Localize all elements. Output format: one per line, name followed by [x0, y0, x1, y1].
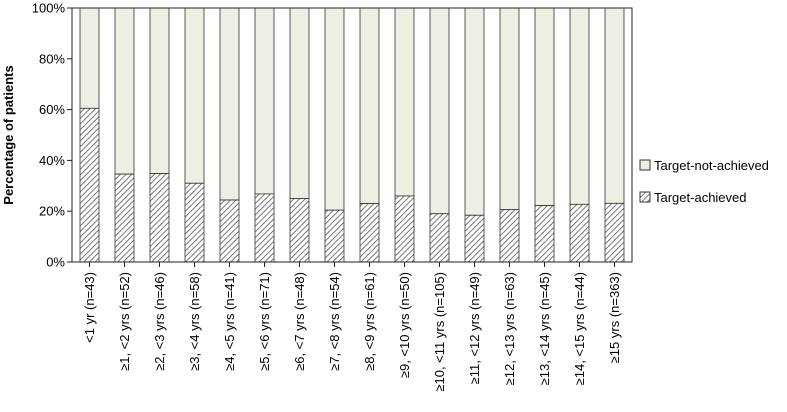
- legend-label: Target-achieved: [654, 190, 747, 205]
- x-tick-label: ≥7, <8 yrs (n=54): [327, 272, 342, 371]
- bar-target-not-achieved: [79, 7, 100, 109]
- bar-target-not-achieved: [289, 7, 310, 199]
- x-tick-label: ≥9, <10 yrs (n=50): [397, 272, 412, 378]
- bar-target-achieved: [499, 209, 520, 263]
- bar-target-achieved: [289, 198, 310, 263]
- x-tick-label: ≥5, <6 yrs (n=71): [257, 272, 272, 371]
- bar-target-not-achieved: [184, 7, 205, 184]
- legend-swatch: [639, 159, 651, 171]
- bar-target-not-achieved: [604, 7, 625, 204]
- bar-target-achieved: [219, 199, 240, 263]
- x-tick-label: ≥15 yrs (n=363): [607, 272, 622, 363]
- legend-label: Target-not-achieved: [654, 158, 769, 173]
- plot-frame: [71, 7, 633, 263]
- bar-target-achieved: [359, 203, 380, 263]
- bar-target-not-achieved: [429, 7, 450, 215]
- bar-target-achieved: [184, 182, 205, 263]
- bar-target-achieved: [534, 205, 555, 263]
- x-tick-label: ≥12, <13 yrs (n=63): [502, 272, 517, 385]
- bar-target-achieved: [569, 203, 590, 263]
- bar-target-not-achieved: [324, 7, 345, 211]
- x-tick-label: ≥11, <12 yrs (n=49): [467, 272, 482, 384]
- y-axis-label: Percentage of patients: [1, 65, 16, 204]
- bar-target-not-achieved: [464, 7, 485, 216]
- bar-target-achieved: [149, 173, 170, 263]
- bar-target-not-achieved: [569, 7, 590, 205]
- y-tick-label: 20%: [39, 204, 65, 219]
- bar-target-achieved: [464, 214, 485, 263]
- bar-target-not-achieved: [219, 7, 240, 201]
- bar-target-achieved: [324, 209, 345, 263]
- bar-target-not-achieved: [499, 7, 520, 211]
- x-tick-label: ≥10, <11 yrs (n=105): [432, 272, 447, 392]
- bar-target-achieved: [79, 107, 100, 263]
- x-tick-label: ≥2, <3 yrs (n=46): [152, 272, 167, 371]
- bar-target-not-achieved: [359, 7, 380, 204]
- x-tick-label: ≥14, <15 yrs (n=44): [572, 272, 587, 385]
- x-axis: <1 yr (n=43) ≥1, <2 yrs (n=52) ≥2, <3 yrs …: [82, 262, 622, 392]
- bar-target-not-achieved: [534, 7, 555, 207]
- x-tick-label: ≥4, <5 yrs (n=41): [222, 272, 237, 371]
- bar-target-not-achieved: [114, 7, 135, 175]
- y-tick-label: 0%: [46, 255, 65, 270]
- x-tick-label: ≥6, <7 yrs (n=48): [292, 272, 307, 371]
- bars-group: [79, 7, 625, 263]
- bar-target-not-achieved: [254, 7, 275, 195]
- legend-swatch: [639, 191, 651, 203]
- x-tick-label: <1 yr (n=43): [82, 272, 97, 343]
- y-tick-label: 60%: [39, 102, 65, 117]
- y-tick-label: 40%: [39, 153, 65, 168]
- bar-target-not-achieved: [394, 7, 415, 197]
- y-tick-label: 80%: [39, 51, 65, 66]
- x-tick-label: ≥13, <14 yrs (n=45): [537, 272, 552, 385]
- x-tick-label: ≥1, <2 yrs (n=52): [117, 272, 132, 371]
- y-axis: 0% 20% 40% 60% 80% 100%: [32, 1, 72, 270]
- x-tick-label: ≥8, <9 yrs (n=61): [362, 272, 377, 371]
- bar-target-achieved: [254, 193, 275, 263]
- bar-target-achieved: [114, 173, 135, 263]
- bar-target-achieved: [394, 195, 415, 263]
- bar-target-achieved: [604, 202, 625, 263]
- bar-target-achieved: [429, 213, 450, 263]
- legend: Target-not-achieved Target-achieved: [639, 158, 769, 205]
- x-tick-label: ≥3, <4 yrs (n=58): [187, 272, 202, 371]
- y-tick-label: 100%: [32, 1, 66, 16]
- bar-target-not-achieved: [149, 7, 170, 175]
